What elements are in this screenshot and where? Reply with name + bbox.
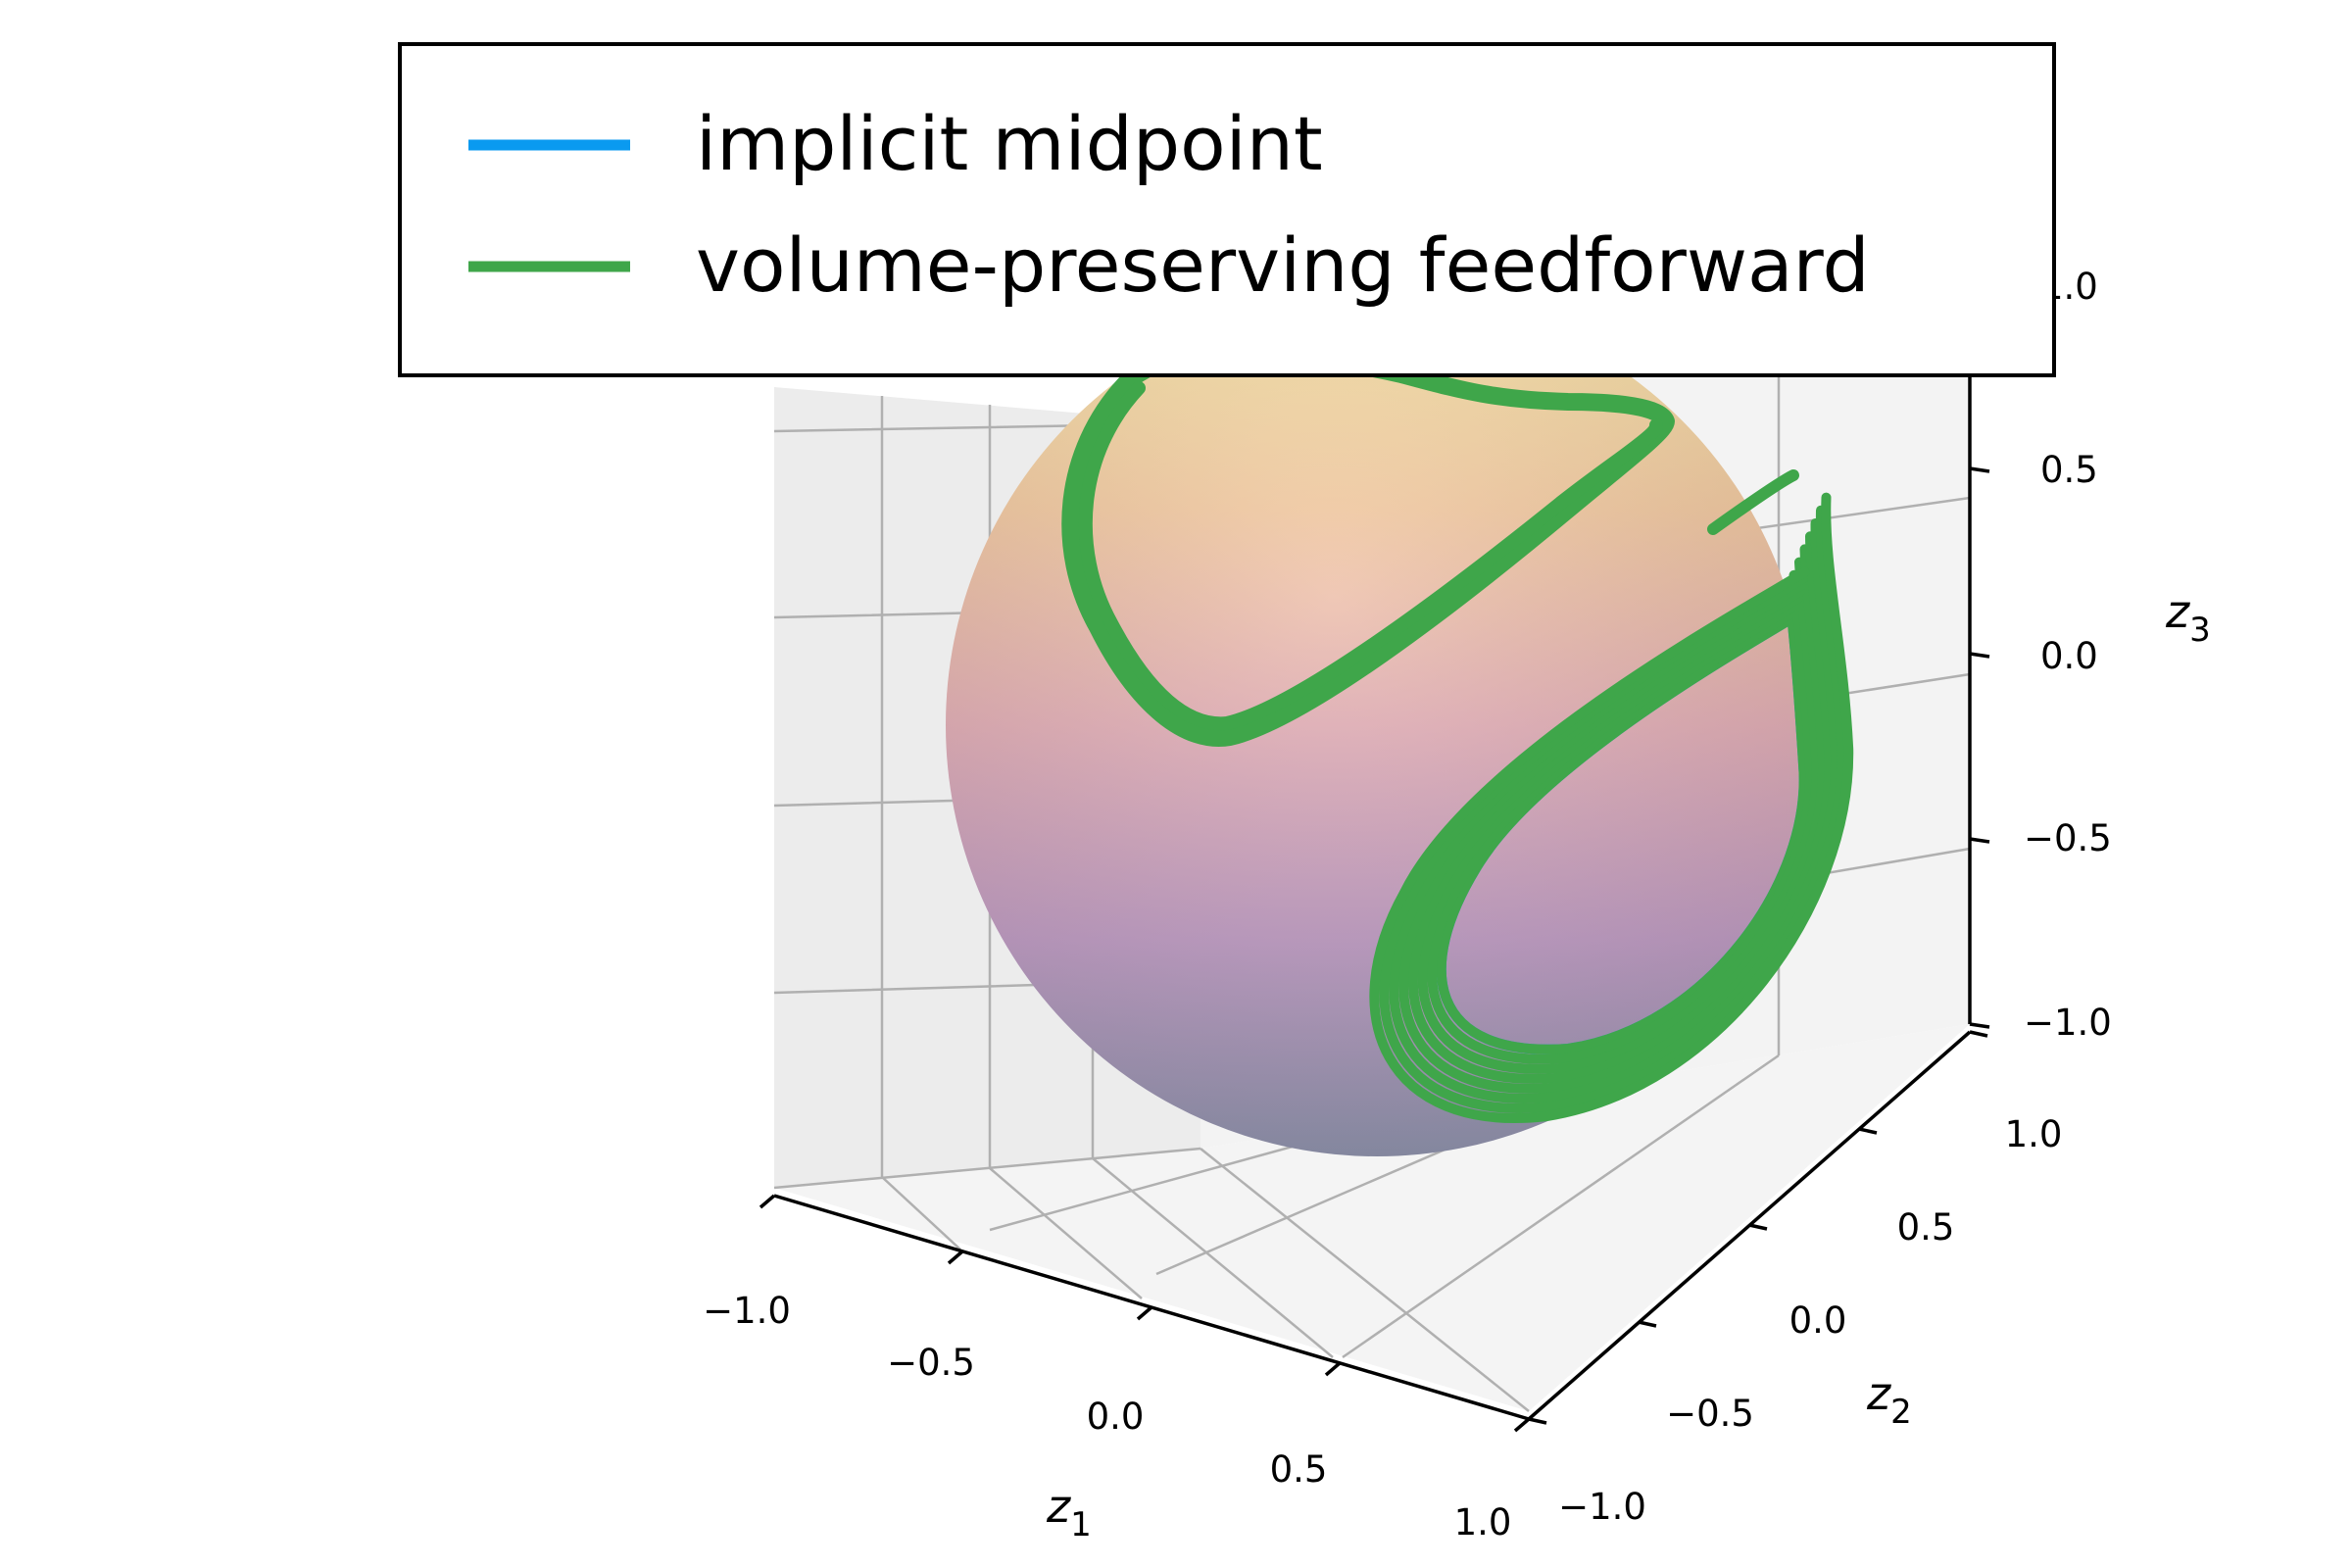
z-tick-mark xyxy=(1969,1022,1990,1029)
z-tick-label: 0.0 xyxy=(2040,635,2098,677)
y-tick-label: −0.5 xyxy=(1666,1393,1754,1435)
y-tick-mark xyxy=(1969,1030,1988,1038)
x-tick-mark xyxy=(759,1194,776,1209)
y-axis-label: z2 xyxy=(1866,1367,1912,1432)
y-tick-mark xyxy=(1528,1417,1547,1425)
z-tick-label: 0.5 xyxy=(2040,449,2098,491)
y-tick-mark xyxy=(1748,1223,1768,1231)
z-axis-label: z3 xyxy=(2165,585,2211,650)
x-tick-mark xyxy=(1513,1417,1531,1433)
x-tick-mark xyxy=(1136,1305,1153,1321)
legend-label-volume-preserving-feedforward: volume-preserving feedforward xyxy=(696,221,1870,309)
x-tick-mark xyxy=(1324,1361,1342,1377)
series-line-volume-preserving-feedforward-upper-2 xyxy=(1078,381,1663,731)
legend-label-implicit-midpoint: implicit midpoint xyxy=(696,100,1323,187)
z-tick-label: −0.5 xyxy=(2024,817,2112,859)
z-tick-labels: −1.0 −0.5 0.0 0.5 1.0 xyxy=(2024,266,2112,1044)
series-line-volume-preserving-feedforward-right-loop xyxy=(1436,583,1809,1054)
x-tick-label: −1.0 xyxy=(703,1290,791,1332)
y-tick-label: −1.0 xyxy=(1558,1486,1646,1528)
series-line-volume-preserving-feedforward-right-loop xyxy=(1389,518,1841,1103)
series-line-volume-preserving-feedforward-right-loop xyxy=(1379,505,1847,1113)
y-tick-mark xyxy=(1858,1127,1878,1135)
z-tick-label: −1.0 xyxy=(2024,1002,2112,1044)
series-line-volume-preserving-feedforward-tail xyxy=(1707,469,1799,535)
z-tick-mark xyxy=(1969,466,1990,473)
x-axis-label: z1 xyxy=(1046,1480,1092,1544)
y-tick-label: 1.0 xyxy=(2005,1113,2063,1155)
legend-frame xyxy=(398,42,2056,377)
series-line-volume-preserving-feedforward-right-loop xyxy=(1398,531,1835,1094)
z-tick-mark xyxy=(1969,837,1990,844)
legend: implicit midpoint volume-preserving feed… xyxy=(398,42,2056,377)
x-tick-label: 0.0 xyxy=(1087,1396,1145,1438)
sphere-shading xyxy=(946,294,1808,1156)
x-tick-label: 0.5 xyxy=(1270,1448,1328,1491)
x-tick-mark xyxy=(947,1250,964,1265)
floor-pane xyxy=(774,1024,1970,1411)
x-tick-labels: −1.0 −0.5 0.0 0.5 1.0 xyxy=(703,1290,1511,1544)
x-tick-label: −0.5 xyxy=(887,1342,975,1384)
series-line-volume-preserving-feedforward-right-loop xyxy=(1427,569,1816,1064)
y-tick-labels: −1.0 −0.5 0.0 0.5 1.0 xyxy=(1558,1113,2062,1528)
x-tick-label: 1.0 xyxy=(1454,1501,1512,1544)
y-tick-mark xyxy=(1638,1320,1657,1328)
y-tick-label: 0.5 xyxy=(1897,1206,1955,1249)
series-line-volume-preserving-feedforward-right-loop xyxy=(1369,492,1854,1123)
y-tick-label: 0.0 xyxy=(1789,1299,1847,1342)
series-line-volume-preserving-feedforward-right-loop xyxy=(1408,544,1828,1084)
z-tick-mark xyxy=(1969,652,1990,659)
series-line-volume-preserving-feedforward-right-loop xyxy=(1417,557,1822,1074)
